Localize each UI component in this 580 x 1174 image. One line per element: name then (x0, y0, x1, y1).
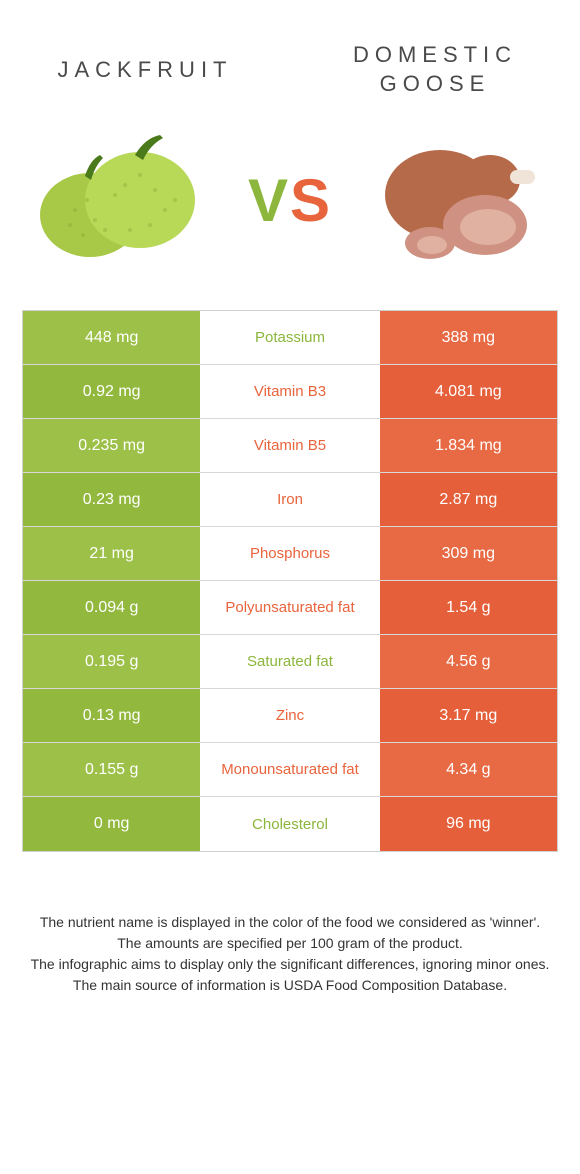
nutrient-name: Vitamin B5 (200, 419, 379, 472)
left-food-title: Jackfruit (30, 56, 260, 85)
left-value: 0 mg (23, 797, 200, 851)
left-value: 0.195 g (23, 635, 200, 688)
left-value: 448 mg (23, 311, 200, 364)
right-value: 96 mg (380, 797, 557, 851)
footnote-line: The amounts are specified per 100 gram o… (30, 933, 550, 954)
jackfruit-image (30, 125, 210, 275)
left-value: 0.13 mg (23, 689, 200, 742)
table-row: 448 mgPotassium388 mg (23, 311, 557, 365)
nutrient-name: Saturated fat (200, 635, 379, 688)
nutrient-name: Polyunsaturated fat (200, 581, 379, 634)
table-row: 0 mgCholesterol96 mg (23, 797, 557, 851)
right-value: 1.834 mg (380, 419, 557, 472)
footnote-line: The main source of information is USDA F… (30, 975, 550, 996)
footnote-line: The nutrient name is displayed in the co… (30, 912, 550, 933)
nutrient-name: Iron (200, 473, 379, 526)
vs-v: V (248, 167, 290, 234)
table-row: 0.13 mgZinc3.17 mg (23, 689, 557, 743)
left-value: 0.23 mg (23, 473, 200, 526)
infographic-page: Jackfruit Domestic Goose VS (0, 0, 580, 996)
right-value: 388 mg (380, 311, 557, 364)
image-row: VS (0, 120, 580, 310)
table-row: 0.155 gMonounsaturated fat4.34 g (23, 743, 557, 797)
right-value: 4.081 mg (380, 365, 557, 418)
nutrient-name: Vitamin B3 (200, 365, 379, 418)
right-value: 309 mg (380, 527, 557, 580)
table-row: 21 mgPhosphorus309 mg (23, 527, 557, 581)
left-value: 21 mg (23, 527, 200, 580)
right-food-title: Domestic Goose (320, 41, 550, 98)
right-value: 4.34 g (380, 743, 557, 796)
right-value: 4.56 g (380, 635, 557, 688)
table-row: 0.195 gSaturated fat4.56 g (23, 635, 557, 689)
table-row: 0.92 mgVitamin B34.081 mg (23, 365, 557, 419)
right-value: 2.87 mg (380, 473, 557, 526)
left-value: 0.155 g (23, 743, 200, 796)
vs-label: VS (248, 166, 332, 235)
right-value: 3.17 mg (380, 689, 557, 742)
comparison-table: 448 mgPotassium388 mg0.92 mgVitamin B34.… (22, 310, 558, 852)
header: Jackfruit Domestic Goose (0, 0, 580, 120)
left-value: 0.235 mg (23, 419, 200, 472)
footnote-line: The infographic aims to display only the… (30, 954, 550, 975)
table-row: 0.23 mgIron2.87 mg (23, 473, 557, 527)
goose-image (370, 125, 550, 275)
nutrient-name: Phosphorus (200, 527, 379, 580)
table-row: 0.235 mgVitamin B51.834 mg (23, 419, 557, 473)
table-row: 0.094 gPolyunsaturated fat1.54 g (23, 581, 557, 635)
left-value: 0.92 mg (23, 365, 200, 418)
nutrient-name: Monounsaturated fat (200, 743, 379, 796)
nutrient-name: Potassium (200, 311, 379, 364)
vs-s: S (290, 167, 332, 234)
footnotes: The nutrient name is displayed in the co… (0, 912, 580, 996)
nutrient-name: Zinc (200, 689, 379, 742)
nutrient-name: Cholesterol (200, 797, 379, 851)
left-value: 0.094 g (23, 581, 200, 634)
right-value: 1.54 g (380, 581, 557, 634)
